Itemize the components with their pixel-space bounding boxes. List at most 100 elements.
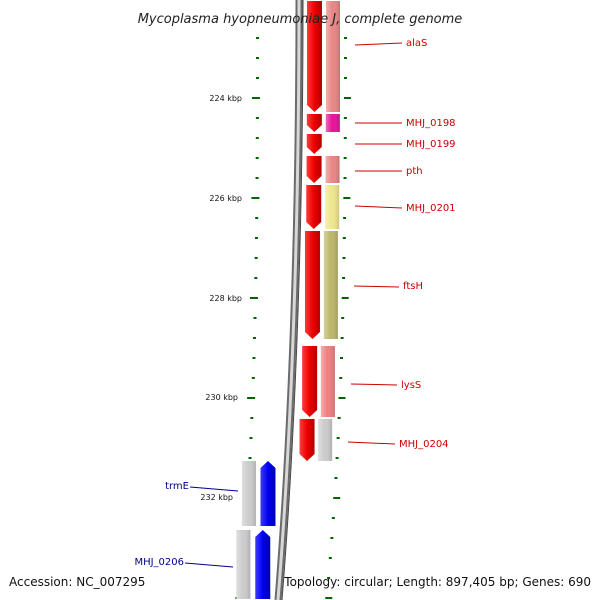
minor-tick bbox=[339, 357, 343, 359]
gene-label-ftsH[interactable]: ftsH bbox=[403, 281, 423, 292]
gene-mhj-0201[interactable] bbox=[306, 185, 340, 229]
major-tick bbox=[341, 297, 349, 299]
reverse-gene-arrow bbox=[255, 530, 271, 599]
tick-label-224: 224 kbp bbox=[209, 94, 242, 103]
minor-tick bbox=[342, 237, 346, 239]
minor-tick bbox=[327, 577, 331, 579]
minor-tick bbox=[337, 417, 341, 419]
gene-category-shade bbox=[325, 1, 340, 112]
topology-text: Topology: circular; Length: 897,405 bp; … bbox=[283, 575, 591, 589]
forward-gene-arrow bbox=[306, 134, 322, 154]
minor-tick bbox=[252, 357, 256, 359]
major-tick bbox=[343, 197, 351, 199]
gene-label-pth[interactable]: pth bbox=[406, 166, 423, 177]
leader-line bbox=[354, 205, 403, 209]
major-tick bbox=[247, 397, 256, 399]
tick-label-232: 232 kbp bbox=[200, 493, 233, 502]
minor-tick bbox=[255, 157, 259, 159]
minor-tick bbox=[343, 137, 347, 139]
leader-line bbox=[353, 285, 400, 288]
minor-tick bbox=[341, 317, 345, 319]
gene-category-shade bbox=[325, 156, 340, 183]
minor-tick bbox=[254, 257, 258, 259]
forward-gene-arrow bbox=[299, 419, 315, 461]
forward-gene-arrow bbox=[306, 1, 322, 112]
gene-label-mhj-0199[interactable]: MHJ_0199 bbox=[406, 139, 456, 150]
minor-tick bbox=[254, 277, 258, 279]
minor-tick bbox=[255, 177, 259, 179]
minor-tick bbox=[255, 137, 259, 139]
gene-alas[interactable] bbox=[306, 1, 340, 112]
gene-label-mhj-0198[interactable]: MHJ_0198 bbox=[406, 118, 456, 129]
gene-category-shade bbox=[236, 530, 251, 599]
minor-tick bbox=[253, 317, 257, 319]
gene-label-trmE[interactable]: trmE bbox=[165, 481, 189, 492]
minor-tick bbox=[331, 517, 335, 519]
minor-tick bbox=[342, 277, 346, 279]
major-tick bbox=[338, 397, 346, 399]
minor-tick bbox=[339, 377, 343, 379]
minor-tick bbox=[250, 417, 254, 419]
gene-ftsh[interactable] bbox=[304, 231, 338, 339]
minor-tick bbox=[255, 57, 259, 59]
gene-mhj-0198[interactable] bbox=[306, 114, 340, 132]
forward-gene-arrow bbox=[304, 231, 320, 339]
minor-tick bbox=[328, 557, 332, 559]
gene-pth[interactable] bbox=[306, 156, 340, 183]
minor-tick bbox=[336, 437, 340, 439]
minor-tick bbox=[343, 57, 347, 59]
minor-tick bbox=[254, 237, 258, 239]
minor-tick bbox=[343, 117, 347, 119]
gene-category-shade bbox=[318, 419, 333, 461]
gene-label-mhj-0204[interactable]: MHJ_0204 bbox=[399, 439, 449, 450]
major-tick bbox=[325, 597, 333, 599]
forward-gene-arrow bbox=[306, 185, 322, 229]
major-tick bbox=[343, 97, 351, 99]
minor-tick bbox=[334, 477, 338, 479]
minor-tick bbox=[343, 37, 347, 39]
label-leaders bbox=[184, 42, 403, 568]
gene-category-shade bbox=[325, 185, 340, 229]
minor-tick bbox=[248, 457, 252, 459]
gene-category-shade bbox=[325, 114, 340, 132]
gene-label-alaS[interactable]: alaS bbox=[406, 38, 427, 49]
minor-tick bbox=[249, 437, 253, 439]
gene-trme[interactable] bbox=[241, 461, 276, 526]
minor-tick bbox=[343, 177, 347, 179]
minor-tick bbox=[343, 217, 347, 219]
minor-tick bbox=[255, 37, 259, 39]
leader-line bbox=[189, 486, 239, 492]
map-title: Mycoplasma hyopneumoniae J, complete gen… bbox=[138, 12, 463, 27]
minor-tick bbox=[340, 337, 344, 339]
gene-lyss[interactable] bbox=[302, 346, 335, 417]
minor-tick bbox=[330, 537, 334, 539]
gene-mhj-0204[interactable] bbox=[299, 419, 333, 461]
forward-gene-arrow bbox=[302, 346, 318, 417]
major-tick bbox=[249, 297, 258, 299]
major-tick bbox=[251, 197, 260, 199]
accession-text: Accession: NC_007295 bbox=[9, 575, 145, 589]
gene-mhj-0199[interactable] bbox=[306, 134, 322, 154]
scale-tick-labels: 224 kbp 226 kbp 228 kbp 230 kbp 232 kbp bbox=[200, 94, 242, 502]
gene-label-mhj-0206[interactable]: MHJ_0206 bbox=[134, 557, 184, 568]
minor-tick bbox=[342, 257, 346, 259]
minor-tick bbox=[252, 337, 256, 339]
tick-label-226: 226 kbp bbox=[209, 194, 242, 203]
minor-tick bbox=[255, 117, 259, 119]
forward-gene-arrow bbox=[306, 156, 322, 183]
gene-label-lysS[interactable]: lysS bbox=[401, 380, 421, 391]
gene-category-shade bbox=[241, 461, 256, 526]
minor-tick bbox=[251, 377, 255, 379]
major-tick bbox=[333, 497, 341, 499]
gene-features bbox=[236, 1, 340, 599]
tick-label-228: 228 kbp bbox=[209, 294, 242, 303]
leader-line bbox=[350, 383, 398, 386]
leader-line bbox=[347, 441, 396, 445]
gene-mhj-0206[interactable] bbox=[236, 530, 271, 599]
gene-category-shade bbox=[323, 231, 338, 339]
gene-labels: alaS MHJ_0198 MHJ_0199 pth MHJ_0201 ftsH… bbox=[134, 38, 455, 568]
leader-line bbox=[184, 562, 234, 568]
gene-label-mhj-0201[interactable]: MHJ_0201 bbox=[406, 203, 456, 214]
minor-tick bbox=[343, 77, 347, 79]
